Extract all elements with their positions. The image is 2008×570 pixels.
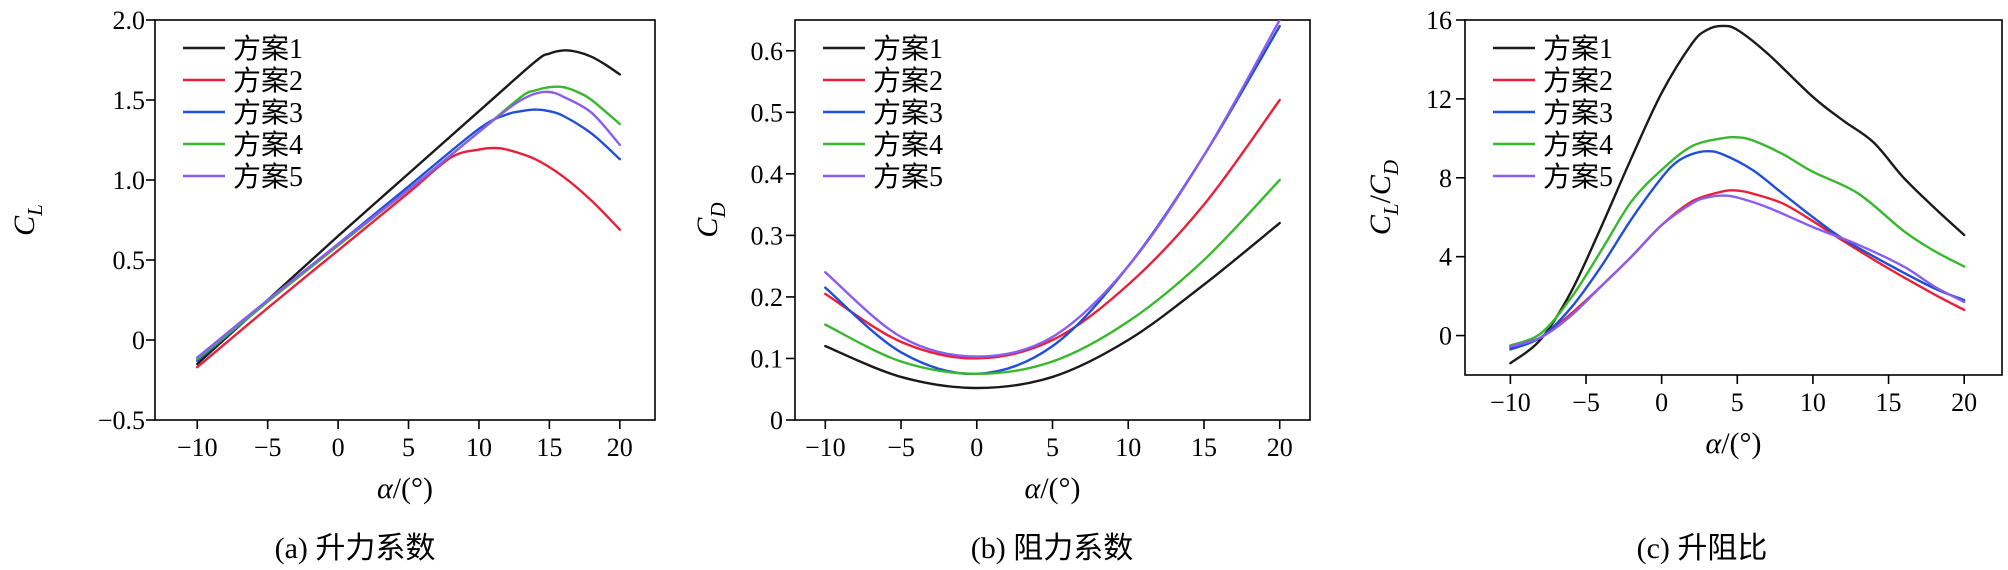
y-axis-title: CL — [8, 204, 47, 236]
x-tick-label: −10 — [177, 433, 218, 462]
y-tick-label: 0.4 — [751, 160, 784, 189]
x-tick-label: 0 — [970, 433, 983, 462]
y-tick-label: 1.0 — [113, 166, 146, 195]
x-tick-label: 15 — [1191, 433, 1217, 462]
x-axis-title: α/(°) — [1024, 472, 1080, 505]
legend-label: 方案3 — [873, 97, 943, 129]
y-tick-label: 0 — [1439, 322, 1452, 351]
legend-label: 方案5 — [233, 161, 303, 193]
legend-label: 方案1 — [873, 33, 943, 65]
x-tick-label: −10 — [805, 433, 846, 462]
legend-label: 方案3 — [1543, 97, 1613, 129]
legend-label: 方案4 — [233, 129, 303, 161]
legend-label: 方案3 — [233, 97, 303, 129]
y-tick-label: 0.1 — [751, 344, 784, 373]
chart-caption: (c) 升阻比 — [1637, 532, 1768, 565]
series-group — [824, 20, 1281, 390]
plot-frame — [1464, 19, 2003, 376]
legend-label: 方案5 — [1543, 161, 1613, 193]
x-axis-title: α/(°) — [377, 472, 433, 505]
chart-caption: (b) 阻力系数 — [971, 532, 1133, 565]
chart-panel-1: −10 −5 0 5 10 15 20−0.500.51.01.52.0方案1方案2方案3方… — [8, 6, 656, 565]
legend-label: 方案1 — [1543, 33, 1613, 65]
y-tick-label: 0.5 — [113, 246, 146, 275]
series-line-5 — [1509, 194, 1966, 348]
series-line-2 — [824, 98, 1281, 360]
x-tick-label: 15 — [1876, 388, 1902, 417]
series-line-3 — [1509, 149, 1966, 351]
x-tick-label: −5 — [1572, 388, 1600, 417]
series-line-1 — [196, 49, 621, 366]
legend-label: 方案4 — [1543, 129, 1613, 161]
legend-label: 方案4 — [873, 129, 943, 161]
y-tick-label: 0.5 — [751, 98, 784, 127]
y-axis-title: CL/CD — [1364, 160, 1403, 235]
series-line-5 — [196, 90, 621, 359]
x-tick-label: 15 — [536, 433, 562, 462]
y-tick-label: 0 — [770, 406, 783, 435]
legend-label: 方案1 — [233, 33, 303, 65]
legend-label: 方案2 — [233, 65, 303, 97]
y-tick-label: 0 — [132, 326, 145, 355]
series-line-1 — [824, 221, 1281, 390]
x-tick-label: 5 — [1731, 388, 1744, 417]
legend-label: 方案2 — [873, 65, 943, 97]
series-line-1 — [1509, 24, 1966, 365]
plot-frame — [154, 19, 656, 421]
y-tick-label: 12 — [1426, 85, 1452, 114]
x-axis-title: α/(°) — [1705, 427, 1761, 460]
y-tick-label: 0.3 — [751, 221, 784, 250]
series-group — [196, 49, 621, 369]
series-line-5 — [824, 20, 1281, 358]
x-tick-label: 10 — [1800, 388, 1826, 417]
x-tick-label: 5 — [1046, 433, 1059, 462]
x-tick-label: 10 — [1115, 433, 1141, 462]
x-tick-label: −5 — [887, 433, 915, 462]
x-tick-label: 20 — [607, 433, 633, 462]
y-tick-label: 4 — [1439, 243, 1452, 272]
x-tick-label: −10 — [1490, 388, 1531, 417]
x-tick-label: 10 — [466, 433, 492, 462]
legend-label: 方案5 — [873, 161, 943, 193]
y-tick-label: 8 — [1439, 164, 1452, 193]
y-tick-label: 1.5 — [113, 86, 146, 115]
x-tick-label: 0 — [1655, 388, 1668, 417]
y-tick-label: 0.6 — [751, 37, 784, 66]
y-tick-label: 0.2 — [751, 283, 784, 312]
y-tick-label: −0.5 — [98, 406, 145, 435]
x-tick-label: −5 — [254, 433, 282, 462]
series-line-4 — [824, 178, 1281, 376]
y-axis-title: CD — [691, 202, 730, 237]
x-tick-label: 5 — [402, 433, 415, 462]
legend-label: 方案2 — [1543, 65, 1613, 97]
x-tick-label: 0 — [332, 433, 345, 462]
x-tick-label: 20 — [1951, 388, 1977, 417]
series-line-4 — [196, 85, 621, 361]
x-tick-label: 20 — [1267, 433, 1293, 462]
series-line-4 — [1509, 135, 1966, 347]
y-tick-label: 16 — [1426, 6, 1452, 35]
chart-caption: (a) 升力系数 — [275, 532, 436, 565]
series-group — [1509, 24, 1966, 365]
series-line-2 — [196, 146, 621, 369]
y-tick-label: 2.0 — [113, 6, 146, 35]
